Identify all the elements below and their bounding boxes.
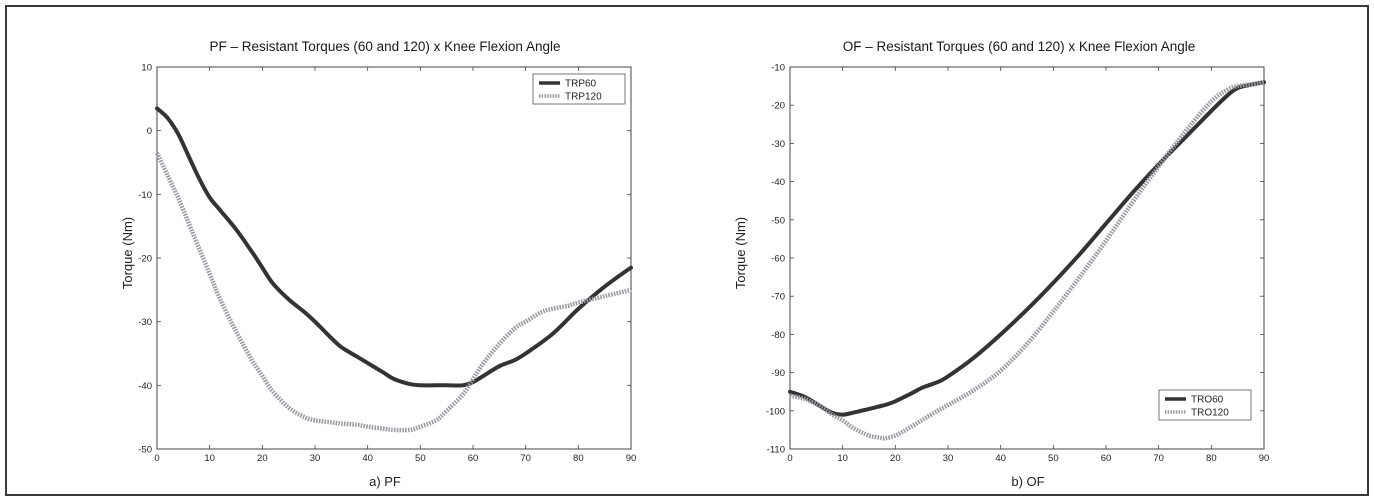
figure-canvas: PF – Resistant Torques (60 and 120) x Kn…: [120, 39, 1269, 489]
x-tick-label: 40: [362, 453, 373, 464]
y-tick-label: 10: [141, 63, 152, 74]
y-tick-label: -70: [771, 292, 785, 303]
x-tick-label: 0: [154, 453, 159, 464]
x-tick-label: 20: [257, 453, 268, 464]
x-tick-label: 50: [1048, 453, 1059, 464]
chart-of-title: OF – Resistant Torques (60 and 120) x Kn…: [843, 39, 1195, 54]
y-tick-label: -30: [138, 317, 152, 328]
chart-of-ylabel: Torque (Nm): [733, 217, 748, 289]
x-tick-label: 60: [1101, 453, 1112, 464]
x-tick-label: 70: [1153, 453, 1164, 464]
x-tick-label: 60: [468, 453, 479, 464]
y-tick-label: -40: [138, 381, 152, 392]
x-tick-label: 30: [943, 453, 954, 464]
chart-of-ticks: 0 10 20 30 40 50 60 70 80 90 -10 -20 -30 -40 -50 -60 -70…: [766, 63, 1269, 465]
y-tick-label: -50: [138, 445, 152, 456]
series-line-tro60: [788, 80, 1266, 417]
y-tick-label: -10: [138, 190, 152, 201]
y-tick-label: -10: [771, 63, 785, 74]
x-tick-label: 10: [204, 453, 215, 464]
chart-pf-plot-area: [156, 66, 632, 450]
x-tick-label: 90: [626, 453, 637, 464]
legend-label-trp120: TRP120: [565, 92, 602, 103]
y-tick-label: 0: [147, 126, 152, 137]
chart-pf-caption: a) PF: [369, 474, 401, 489]
x-tick-label: 20: [890, 453, 901, 464]
series-line-trp120: [154, 151, 632, 433]
x-tick-label: 50: [415, 453, 426, 464]
x-tick-label: 30: [310, 453, 321, 464]
chart-pf: PF – Resistant Torques (60 and 120) x Kn…: [120, 39, 636, 489]
chart-of-caption: b) OF: [1011, 474, 1044, 489]
x-tick-label: 0: [787, 453, 792, 464]
chart-pf-legend: TRP60 TRP120: [532, 73, 626, 105]
y-tick-label: -110: [767, 445, 785, 456]
chart-of-legend-box: [1158, 389, 1252, 421]
x-tick-label: 10: [837, 453, 848, 464]
x-tick-label: 90: [1259, 453, 1270, 464]
chart-of: OF – Resistant Torques (60 and 120) x Kn…: [733, 39, 1269, 489]
chart-pf-lines: [154, 106, 633, 433]
chart-of-lines: [788, 80, 1266, 441]
series-line-tro120: [789, 80, 1265, 441]
x-tick-label: 80: [573, 453, 584, 464]
chart-of-legend: TRO60 TRO120: [1158, 389, 1252, 421]
y-tick-label: -20: [138, 254, 152, 265]
x-tick-label: 70: [520, 453, 531, 464]
y-tick-label: -30: [771, 139, 785, 150]
x-tick-label: 40: [995, 453, 1006, 464]
y-tick-label: -20: [771, 101, 785, 112]
legend-label-tro60: TRO60: [1191, 395, 1224, 406]
y-tick-label: -90: [771, 368, 785, 379]
series-line-trp60: [155, 106, 633, 388]
figure-frame: PF – Resistant Torques (60 and 120) x Kn…: [5, 5, 1369, 496]
legend-label-tro120: TRO120: [1191, 408, 1229, 419]
chart-pf-legend-box: [532, 73, 626, 105]
y-tick-label: -100: [766, 406, 785, 417]
y-tick-label: -40: [771, 177, 785, 188]
chart-pf-ylabel: Torque (Nm): [120, 217, 135, 289]
y-tick-label: -60: [771, 254, 785, 265]
x-tick-label: 80: [1206, 453, 1217, 464]
chart-pf-title: PF – Resistant Torques (60 and 120) x Kn…: [210, 39, 561, 54]
y-tick-label: -80: [771, 330, 785, 341]
y-tick-label: -50: [771, 215, 785, 226]
legend-label-trp60: TRP60: [565, 79, 597, 90]
